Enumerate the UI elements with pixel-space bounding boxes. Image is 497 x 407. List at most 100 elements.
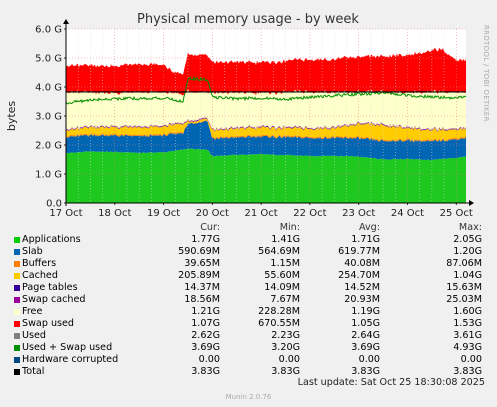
legend-header-avg: Avg: xyxy=(358,222,380,233)
legend-header-min: Min: xyxy=(279,222,300,233)
legend-swatch xyxy=(14,333,20,339)
legend-value-avg: 619.77M xyxy=(338,246,380,257)
legend-swatch xyxy=(14,261,20,267)
y-tick-label: 3.0 G xyxy=(35,112,62,123)
legend-value-min: 55.60M xyxy=(264,270,300,281)
side-label: RRDTOOL / TOBI OETIKER xyxy=(482,25,490,122)
legend-value-min: 14.09M xyxy=(264,282,300,293)
legend-label: Swap used xyxy=(22,318,75,329)
area-slab xyxy=(66,120,466,161)
legend-value-cur: 39.65M xyxy=(184,258,220,269)
y-tick-label: 2.0 G xyxy=(35,141,62,152)
legend-row: Buffers 39.65M 1.15M 40.08M 87.06M xyxy=(14,258,494,270)
legend-value-max: 15.63M xyxy=(446,282,482,293)
x-tick-label: 19 Oct xyxy=(147,208,180,219)
x-axis-arrow xyxy=(469,200,474,206)
legend-swatch xyxy=(14,321,20,327)
gridlines xyxy=(65,28,466,203)
legend-value-avg: 1.71G xyxy=(351,234,380,245)
legend-value-avg: 0.00 xyxy=(358,354,380,365)
legend-row: Total 3.83G 3.83G 3.83G 3.83G xyxy=(14,366,494,378)
y-tick-label: 6.0 G xyxy=(35,25,62,36)
legend-label: Cached xyxy=(22,270,58,281)
legend-value-avg: 1.19G xyxy=(351,306,380,317)
legend-row: Hardware corrupted 0.00 0.00 0.00 0.00 xyxy=(14,354,494,366)
legend-value-cur: 205.89M xyxy=(178,270,220,281)
munin-version: Munin 2.0.76 xyxy=(225,393,272,401)
legend-swatch xyxy=(14,273,20,279)
legend-swatch xyxy=(14,285,20,291)
legend-row: Slab 590.69M 564.69M 619.77M 1.20G xyxy=(14,246,494,258)
legend-value-cur: 3.69G xyxy=(191,342,220,353)
y-tick-label: 5.0 G xyxy=(35,54,62,65)
x-tick-label: 18 Oct xyxy=(98,208,131,219)
legend-value-max: 3.83G xyxy=(453,366,482,377)
y-axis-arrow xyxy=(63,19,69,24)
legend-value-avg: 3.83G xyxy=(351,366,380,377)
x-tick-label: 20 Oct xyxy=(196,208,229,219)
legend-label: Used + Swap used xyxy=(22,342,113,353)
area-free xyxy=(66,89,466,132)
area-swap_used xyxy=(66,47,466,96)
legend-label: Total xyxy=(22,366,45,377)
legend-label: Applications xyxy=(22,234,81,245)
legend-label: Slab xyxy=(22,246,43,257)
x-tick-label: 17 Oct xyxy=(49,208,82,219)
legend-row: Free 1.21G 228.28M 1.19G 1.60G xyxy=(14,306,494,318)
legend-value-max: 1.20G xyxy=(453,246,482,257)
legend-value-min: 1.15M xyxy=(270,258,300,269)
legend-row: Swap used 1.07G 670.55M 1.05G 1.53G xyxy=(14,318,494,330)
x-tick-label: 21 Oct xyxy=(245,208,278,219)
axes: 0.0 1.0 G 2.0 G 3.0 G 4.0 G 5.0 G 6.0 G 17 Oct 1… xyxy=(35,19,474,219)
legend-label: Free xyxy=(22,306,43,317)
legend-value-min: 228.28M xyxy=(258,306,300,317)
legend-value-avg: 2.64G xyxy=(351,330,380,341)
legend-swatch xyxy=(14,369,20,375)
area-apps xyxy=(66,148,466,203)
legend-label: Buffers xyxy=(22,258,57,269)
legend-value-max: 25.03M xyxy=(446,294,482,305)
legend-value-avg: 20.93M xyxy=(344,294,380,305)
legend-value-cur: 1.07G xyxy=(191,318,220,329)
legend-value-cur: 18.56M xyxy=(184,294,220,305)
stacked-areas xyxy=(66,47,466,203)
legend-value-cur: 3.83G xyxy=(191,366,220,377)
legend-value-min: 3.83G xyxy=(271,366,300,377)
chart-title: Physical memory usage - by week xyxy=(137,12,359,27)
legend-header-cur: Cur: xyxy=(200,222,220,233)
legend-value-cur: 1.21G xyxy=(191,306,220,317)
legend-value-min: 7.67M xyxy=(270,294,300,305)
legend-value-max: 0.00 xyxy=(460,354,482,365)
legend-header-max: Max: xyxy=(458,222,482,233)
legend-label: Page tables xyxy=(22,282,78,293)
legend-value-min: 0.00 xyxy=(278,354,300,365)
legend-row: Page tables 14.37M 14.09M 14.52M 15.63M xyxy=(14,282,494,294)
legend-row: Applications 1.77G 1.41G 1.71G 2.05G xyxy=(14,234,494,246)
legend-value-avg: 40.08M xyxy=(344,258,380,269)
y-tick-label: 1.0 G xyxy=(35,170,62,181)
legend-value-cur: 590.69M xyxy=(178,246,220,257)
legend-value-max: 2.05G xyxy=(453,234,482,245)
x-tick-label: 24 Oct xyxy=(391,208,424,219)
legend-swatch xyxy=(14,297,20,303)
legend-row: Used 2.62G 2.23G 2.64G 3.61G xyxy=(14,330,494,342)
legend-label: Swap cached xyxy=(22,294,86,305)
legend-value-max: 3.61G xyxy=(453,330,482,341)
legend-label: Hardware corrupted xyxy=(22,354,119,365)
legend-swatch xyxy=(14,309,20,315)
legend-value-cur: 0.00 xyxy=(198,354,220,365)
legend-value-min: 3.20G xyxy=(271,342,300,353)
legend-value-min: 1.41G xyxy=(271,234,300,245)
legend-swatch xyxy=(14,357,20,363)
legend-value-avg: 1.05G xyxy=(351,318,380,329)
legend-swatch xyxy=(14,249,20,255)
legend-value-min: 670.55M xyxy=(258,318,300,329)
x-tick-label: 25 Oct xyxy=(440,208,473,219)
x-tick-label: 22 Oct xyxy=(293,208,326,219)
legend-row: Swap cached 18.56M 7.67M 20.93M 25.03M xyxy=(14,294,494,306)
y-axis-label: bytes xyxy=(5,101,18,132)
legend-value-avg: 254.70M xyxy=(338,270,380,281)
legend-value-max: 1.53G xyxy=(453,318,482,329)
